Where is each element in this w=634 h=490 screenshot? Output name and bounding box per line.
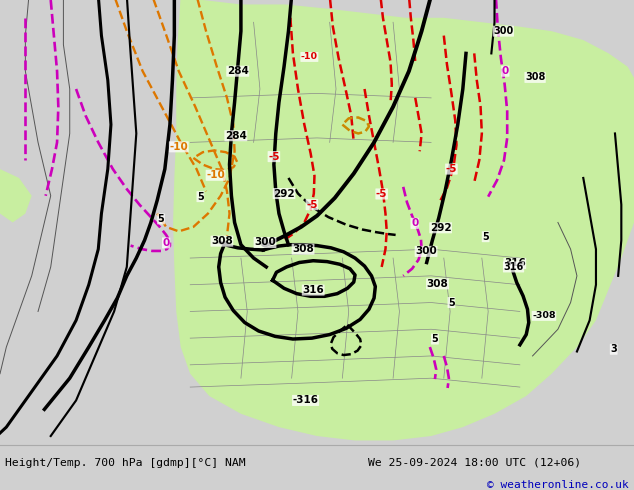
Text: 308: 308	[292, 244, 314, 254]
Text: 316: 316	[302, 285, 324, 295]
Text: 5: 5	[482, 232, 489, 242]
Text: -316: -316	[292, 395, 319, 405]
Text: -308: -308	[532, 311, 556, 320]
Text: 292: 292	[273, 189, 295, 198]
Text: -5: -5	[376, 189, 387, 199]
Text: 308: 308	[211, 236, 233, 246]
Text: 5: 5	[197, 192, 204, 202]
Text: We 25-09-2024 18:00 UTC (12+06): We 25-09-2024 18:00 UTC (12+06)	[368, 458, 581, 468]
Text: 5: 5	[158, 214, 164, 224]
Text: 5: 5	[448, 297, 455, 308]
Text: -5: -5	[306, 199, 318, 210]
Polygon shape	[0, 169, 32, 222]
Text: 3: 3	[611, 344, 617, 354]
Text: -10: -10	[169, 142, 188, 152]
Text: © weatheronline.co.uk: © weatheronline.co.uk	[487, 480, 629, 490]
Text: -5: -5	[268, 151, 280, 162]
Text: 316: 316	[503, 262, 524, 272]
Text: 0: 0	[501, 66, 509, 76]
Text: 308: 308	[525, 73, 545, 82]
Text: 0: 0	[411, 219, 418, 228]
Text: -10: -10	[301, 52, 318, 61]
Text: 0: 0	[162, 238, 170, 248]
Text: -10: -10	[206, 171, 225, 180]
Text: 308: 308	[427, 279, 448, 289]
Text: 284: 284	[225, 131, 247, 141]
Text: 300: 300	[415, 246, 437, 256]
Text: -5: -5	[446, 164, 457, 174]
Text: 300: 300	[493, 26, 514, 36]
Text: 5: 5	[432, 334, 438, 344]
Polygon shape	[173, 0, 634, 441]
Text: Height/Temp. 700 hPa [gdmp][°C] NAM: Height/Temp. 700 hPa [gdmp][°C] NAM	[5, 458, 246, 468]
Text: 300: 300	[254, 238, 276, 247]
Text: 292: 292	[430, 223, 451, 233]
Text: 316: 316	[504, 258, 526, 269]
Text: 284: 284	[227, 66, 249, 76]
